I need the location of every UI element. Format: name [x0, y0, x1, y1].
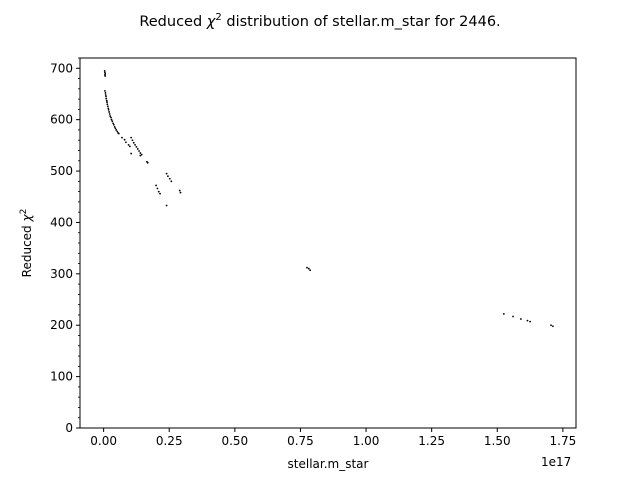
y-tick-label: 100 — [50, 370, 73, 384]
x-tick-label: 0.75 — [287, 434, 314, 448]
y-tick-label: 0 — [65, 421, 73, 435]
data-point — [146, 161, 149, 164]
data-point — [170, 180, 173, 183]
x-axis-offset-label: 1e17 — [541, 455, 571, 469]
data-point — [526, 319, 529, 322]
data-point — [123, 138, 126, 141]
data-point — [117, 132, 120, 135]
data-point — [309, 269, 312, 272]
data-point — [130, 152, 133, 155]
y-tick-label: 500 — [50, 164, 73, 178]
data-point — [307, 267, 310, 270]
data-point — [105, 97, 108, 100]
data-point — [502, 313, 505, 315]
data-point — [106, 103, 109, 106]
data-point — [138, 150, 140, 152]
data-point — [128, 145, 131, 148]
data-point — [157, 190, 160, 193]
data-point — [125, 141, 127, 144]
data-point — [116, 130, 119, 133]
data-point — [512, 315, 514, 318]
data-point — [106, 101, 108, 104]
data-point — [135, 146, 138, 148]
x-tick-label: 1.25 — [418, 434, 445, 448]
data-point — [112, 123, 115, 126]
data-point — [107, 109, 110, 111]
data-point — [167, 175, 169, 178]
x-tick-label: 1.00 — [353, 434, 380, 448]
x-tick-label: 0.50 — [221, 434, 248, 448]
data-point — [134, 143, 137, 146]
y-tick-label: 300 — [50, 267, 73, 281]
data-point — [113, 125, 116, 128]
data-point — [529, 320, 531, 323]
data-point — [156, 187, 159, 190]
data-point — [104, 94, 107, 96]
x-tick-label: 0.00 — [90, 434, 117, 448]
plot-area — [103, 69, 554, 328]
y-tick-label: 700 — [50, 61, 73, 75]
data-point — [110, 118, 113, 121]
data-point — [109, 115, 112, 117]
data-point — [105, 95, 107, 98]
data-point — [104, 89, 106, 92]
data-point — [111, 120, 114, 123]
data-point — [127, 143, 130, 146]
data-point — [108, 111, 111, 113]
data-point — [104, 71, 106, 74]
data-point — [107, 107, 110, 110]
data-point — [110, 116, 112, 119]
data-point — [306, 266, 308, 269]
data-point — [132, 141, 135, 144]
data-point — [108, 113, 111, 115]
data-point — [136, 148, 139, 150]
data-point — [139, 154, 142, 157]
data-point — [121, 136, 123, 139]
data-point — [159, 192, 161, 195]
data-point — [103, 69, 106, 72]
y-tick-label: 200 — [50, 318, 73, 332]
data-point — [178, 189, 181, 192]
data-point — [112, 122, 114, 125]
y-axis-label: Reduced χ2 — [19, 209, 34, 278]
data-point — [115, 129, 118, 131]
data-point — [130, 136, 133, 139]
data-point — [104, 92, 107, 94]
x-tick-label: 1.75 — [550, 434, 577, 448]
x-tick-label: 0.25 — [156, 434, 183, 448]
y-axis: 0 100 200 300 400 500 600 700 — [50, 57, 80, 435]
data-point — [140, 153, 143, 156]
y-tick-label: 400 — [50, 215, 73, 229]
data-point — [106, 105, 109, 108]
data-point — [105, 99, 108, 102]
data-point — [155, 184, 158, 187]
x-tick-label: 1.50 — [484, 434, 511, 448]
x-axis: 0.00 0.25 0.50 0.75 1.00 1.25 1.50 1.75 — [90, 428, 576, 448]
data-point — [139, 152, 142, 154]
data-point — [131, 139, 134, 142]
x-axis-label: stellar.m_star — [288, 457, 369, 471]
data-point — [165, 204, 168, 207]
data-point — [519, 318, 522, 320]
data-point — [550, 324, 552, 327]
data-point — [168, 177, 171, 180]
data-point — [552, 325, 554, 328]
data-point — [114, 127, 117, 130]
data-point — [179, 191, 182, 194]
data-point — [104, 75, 107, 77]
chart-title: Reduced χ2 distribution of stellar.m_sta… — [139, 12, 500, 30]
data-point — [165, 172, 168, 175]
y-tick-label: 600 — [50, 113, 73, 127]
